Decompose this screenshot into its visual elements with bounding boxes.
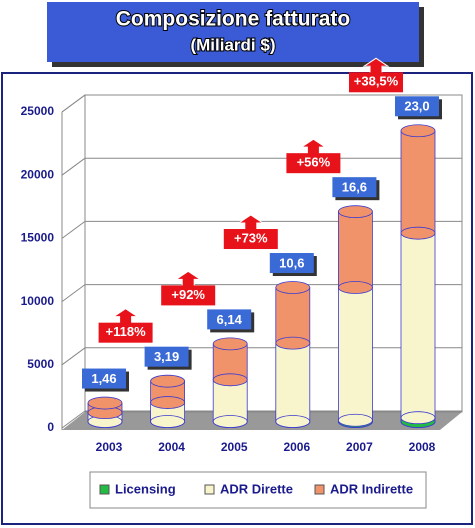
x-tick-label: 2007	[346, 440, 373, 454]
chart-title: Composizione fatturato	[116, 8, 351, 31]
cylinder-bottom-edge	[337, 281, 373, 294]
legend-label: Licensing	[115, 481, 176, 496]
growth-box	[349, 72, 403, 93]
cylinder-bottom-edge	[212, 373, 248, 387]
cylinder-bottom-edge	[150, 415, 186, 428]
total-label: 1,46	[91, 371, 116, 386]
cylinder-top	[337, 205, 373, 219]
legend-label: ADR Dirette	[220, 481, 293, 496]
title-box	[47, 2, 419, 62]
x-tick-label: 2003	[96, 440, 123, 454]
legend	[89, 471, 427, 509]
growth-label: +56%	[297, 155, 331, 170]
x-tick-label: 2004	[158, 440, 185, 454]
total-label: 16,6	[342, 180, 367, 195]
legend-swatch	[314, 484, 325, 495]
legend-swatch	[99, 484, 110, 495]
total-label: 10,6	[279, 255, 304, 270]
cylinder-bottom-edge	[212, 415, 248, 428]
growth-box	[286, 153, 341, 174]
total-box	[144, 346, 189, 367]
grid-line	[61, 347, 86, 366]
cylinder-bottom-edge	[275, 415, 311, 428]
y-tick-label: 15000	[21, 231, 55, 245]
cylinder-bottom-edge	[337, 413, 373, 427]
cylinder-bottom-edge	[275, 336, 311, 350]
total-label: 3,19	[154, 349, 179, 364]
x-tick-label: 2005	[221, 440, 248, 454]
legend-label: ADR Indirette	[330, 481, 413, 496]
chart-subtitle: (Miliardi $)	[190, 35, 275, 54]
grid-line	[61, 220, 86, 239]
cylinder-top	[275, 281, 311, 294]
total-label: 23,0	[404, 99, 429, 114]
legend-swatch	[204, 484, 215, 495]
growth-box	[223, 229, 278, 250]
cylinder-top	[212, 337, 248, 351]
growth-box	[98, 322, 153, 343]
y-tick-label: 0	[47, 420, 54, 434]
total-box	[207, 309, 252, 330]
bar-segment	[337, 287, 373, 421]
growth-arrow	[299, 138, 328, 155]
total-box	[395, 96, 439, 117]
cylinder-bottom-edge	[150, 396, 186, 409]
bar-segment	[400, 232, 436, 419]
chart-frame	[1, 72, 473, 525]
bar-segment	[400, 130, 436, 234]
grid-line	[61, 94, 86, 113]
cylinder-bottom-edge	[400, 226, 436, 240]
bar-segment	[212, 379, 248, 422]
y-tick-label: 10000	[21, 294, 55, 308]
growth-label: +118%	[106, 324, 147, 339]
x-tick-label: 2008	[409, 440, 436, 454]
growth-arrow	[111, 308, 140, 325]
total-box	[332, 177, 377, 198]
total-box	[82, 368, 126, 389]
y-tick-label: 20000	[21, 167, 55, 181]
grid-line	[61, 410, 86, 429]
bar-segment	[275, 287, 311, 344]
x-tick-label: 2006	[283, 440, 310, 454]
bar-segment	[337, 211, 373, 288]
cylinder-top	[87, 396, 123, 410]
y-tick-label: 25000	[21, 104, 55, 118]
grid-line	[61, 157, 86, 176]
total-label: 6,14	[217, 312, 243, 327]
growth-arrow	[237, 214, 265, 231]
total-box	[269, 253, 314, 274]
growth-label: +38,5%	[354, 74, 399, 89]
cylinder-top	[400, 124, 436, 138]
growth-label: +92%	[171, 287, 205, 302]
growth-arrow	[362, 57, 390, 74]
cylinder-top	[150, 374, 186, 388]
y-tick-label: 5000	[27, 357, 54, 371]
growth-arrow	[174, 270, 202, 287]
growth-label: +73%	[234, 230, 268, 245]
grid-line	[61, 284, 86, 303]
bar-segment	[275, 342, 311, 422]
growth-box	[161, 285, 216, 306]
cylinder-bottom-edge	[400, 411, 436, 425]
